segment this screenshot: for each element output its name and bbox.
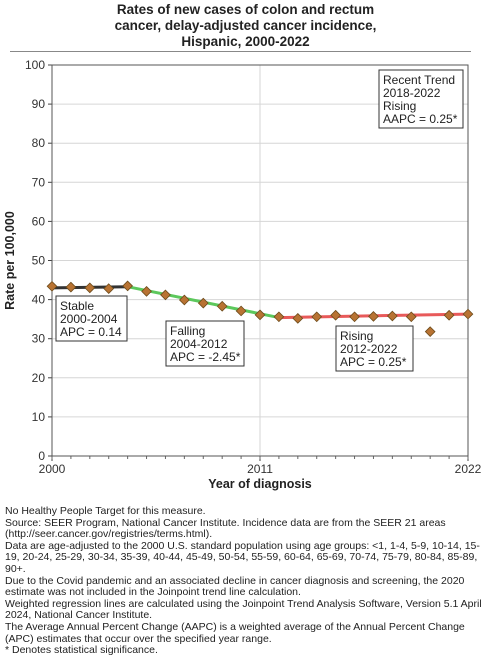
y-tick-label: 40: [32, 293, 46, 307]
data-point: [368, 311, 379, 322]
annotation-line: APC = -2.45*: [170, 350, 241, 364]
footnote-significance: * Denotes statistical significance.: [5, 644, 158, 657]
y-tick-label: 10: [32, 410, 46, 424]
annotation-line: 2012-2022: [340, 342, 398, 356]
annotation-line: APC = 0.25*: [340, 355, 407, 369]
annotation-line: Rising: [340, 329, 373, 343]
chart-title-line-2: cancer, delay-adjusted cancer incidence,: [114, 18, 377, 33]
data-point: [216, 300, 228, 312]
data-point: [386, 310, 398, 322]
data-point: [330, 309, 342, 321]
data-point: [443, 309, 455, 321]
annotation-line: Recent Trend: [383, 73, 455, 87]
x-axis-title: Year of diagnosis: [208, 477, 312, 491]
y-tick-label: 90: [32, 97, 46, 111]
y-tick-label: 100: [25, 58, 45, 72]
annotation-line: 2004-2012: [170, 337, 228, 351]
annotation-box: [55, 295, 128, 342]
y-tick-label: 30: [32, 332, 46, 346]
y-tick-label: 70: [32, 175, 46, 189]
data-point: [349, 311, 360, 323]
y-tick-label: 80: [32, 136, 46, 150]
annotation-line: 2000-2004: [60, 312, 118, 326]
data-point: [160, 289, 171, 301]
data-point: [65, 281, 77, 293]
y-tick-label: 60: [32, 214, 46, 228]
y-axis-title: Rate per 100,000: [3, 211, 17, 310]
data-point: [254, 309, 266, 321]
title-divider: [10, 51, 471, 52]
footnote-joinpoint: Weighted regression lines are calculated…: [5, 597, 482, 622]
footnote-aapc: The Average Annual Percent Change (AAPC)…: [5, 620, 465, 645]
y-tick-label: 20: [32, 371, 46, 385]
data-point: [273, 311, 285, 323]
footnotes: No Healthy People Target for this measur…: [5, 505, 489, 657]
data-point: [311, 311, 323, 323]
data-point: [178, 294, 190, 306]
y-tick-label: 50: [32, 254, 46, 268]
data-point: [292, 313, 304, 324]
annotation-box: [335, 325, 414, 372]
data-point: [103, 283, 115, 295]
annotation-line: Rising: [383, 99, 416, 113]
chart-title-line-1: Rates of new cases of colon and rectum: [116, 2, 375, 17]
footnote-covid: Due to the Covid pandemic and an associa…: [5, 574, 465, 599]
axes: [48, 64, 469, 461]
footnote-target: No Healthy People Target for this measur…: [5, 505, 206, 517]
x-tick-label: 2011: [247, 462, 273, 476]
data-point: [197, 297, 209, 309]
annotation-line: 2018-2022: [383, 86, 441, 100]
annotation-box: [378, 69, 464, 129]
annotation-line: AAPC = 0.25*: [383, 112, 458, 126]
axis-labels: 0 10 20 30 40 50 60 70 80 90 100 2000 2011 2022 Year o…: [3, 58, 482, 491]
data-points: [46, 280, 474, 338]
data-point: [122, 280, 134, 292]
annotation-line: Stable: [60, 299, 94, 313]
x-tick-label: 2000: [39, 462, 66, 476]
plot-frame: [51, 64, 469, 457]
data-point: [235, 305, 247, 317]
annotation-box: [165, 320, 245, 367]
data-point: [405, 311, 417, 323]
x-tick-label: 2022: [455, 462, 482, 476]
data-point: [84, 282, 96, 294]
data-point: [424, 326, 436, 338]
data-point: [46, 280, 58, 292]
footnote-age-adjust: Data are age-adjusted to the 2000 U.S. s…: [5, 539, 480, 575]
data-point: [141, 286, 152, 297]
chart-title-line-3: Hispanic, 2000-2022: [181, 34, 310, 49]
chart-title: Rates of new cases of colon and rectum c…: [0, 2, 491, 50]
footnote-source: Source: SEER Program, National Cancer In…: [5, 516, 446, 541]
annotation-line: Falling: [170, 324, 205, 338]
data-point: [462, 308, 474, 320]
y-tick-label: 0: [38, 449, 45, 463]
annotation-line: APC = 0.14: [60, 325, 122, 339]
